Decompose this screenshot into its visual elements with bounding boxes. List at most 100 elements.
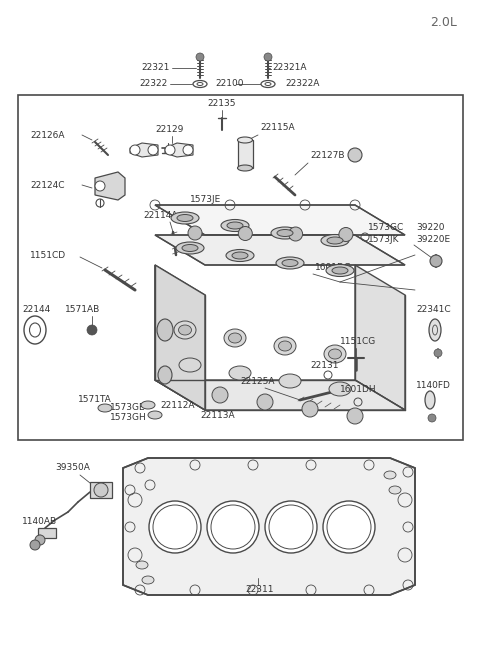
Text: 22321A: 22321A: [272, 64, 307, 73]
Polygon shape: [355, 265, 405, 410]
Text: 22341C: 22341C: [416, 305, 451, 314]
Ellipse shape: [328, 349, 341, 359]
Circle shape: [428, 414, 436, 422]
Text: 22113A: 22113A: [200, 411, 235, 419]
Circle shape: [257, 394, 273, 410]
Circle shape: [30, 540, 40, 550]
Circle shape: [35, 535, 45, 545]
Text: 22135: 22135: [208, 98, 236, 107]
Text: 1140FD: 1140FD: [416, 381, 451, 390]
Ellipse shape: [193, 81, 207, 88]
Ellipse shape: [176, 242, 204, 254]
Text: 22322: 22322: [140, 79, 168, 88]
Ellipse shape: [265, 501, 317, 553]
Circle shape: [188, 226, 202, 240]
Ellipse shape: [207, 501, 259, 553]
Text: 1601DG: 1601DG: [315, 263, 352, 272]
Ellipse shape: [327, 237, 343, 244]
Ellipse shape: [221, 219, 249, 231]
Text: 22131: 22131: [310, 360, 338, 369]
Ellipse shape: [149, 501, 201, 553]
Ellipse shape: [271, 227, 299, 239]
Ellipse shape: [174, 321, 196, 339]
Circle shape: [434, 349, 442, 357]
Circle shape: [95, 181, 105, 191]
Bar: [238, 140, 253, 168]
Text: 22127B: 22127B: [310, 151, 345, 160]
Text: 1573GH: 1573GH: [110, 413, 147, 422]
Polygon shape: [95, 172, 125, 200]
Ellipse shape: [429, 319, 441, 341]
Polygon shape: [123, 458, 415, 595]
Circle shape: [94, 483, 108, 497]
Text: 39220E: 39220E: [416, 236, 450, 244]
Ellipse shape: [227, 222, 243, 229]
Text: 22125A: 22125A: [240, 377, 275, 386]
Text: 22100: 22100: [215, 79, 243, 88]
Ellipse shape: [282, 259, 298, 267]
Ellipse shape: [238, 137, 252, 143]
Circle shape: [183, 145, 193, 155]
Text: 22114A: 22114A: [143, 210, 178, 219]
Ellipse shape: [141, 401, 155, 409]
Ellipse shape: [332, 267, 348, 274]
Ellipse shape: [261, 81, 275, 88]
Circle shape: [196, 53, 204, 61]
Circle shape: [165, 145, 175, 155]
Ellipse shape: [324, 345, 346, 363]
Polygon shape: [155, 265, 205, 410]
Ellipse shape: [384, 471, 396, 479]
Circle shape: [348, 148, 362, 162]
Ellipse shape: [276, 257, 304, 269]
Circle shape: [288, 227, 302, 241]
Text: 22112A: 22112A: [160, 400, 194, 409]
Ellipse shape: [326, 265, 354, 276]
Ellipse shape: [171, 212, 199, 224]
Bar: [90, 482, 112, 498]
Polygon shape: [155, 265, 205, 410]
Text: 22144: 22144: [22, 305, 50, 314]
Circle shape: [339, 227, 353, 242]
Circle shape: [87, 325, 97, 335]
Ellipse shape: [179, 358, 201, 372]
Ellipse shape: [329, 382, 351, 396]
Text: 1571AB: 1571AB: [65, 305, 100, 314]
Polygon shape: [155, 205, 405, 235]
Ellipse shape: [278, 341, 291, 351]
Ellipse shape: [177, 214, 193, 221]
Ellipse shape: [226, 250, 254, 261]
Ellipse shape: [425, 391, 435, 409]
Circle shape: [302, 401, 318, 417]
Ellipse shape: [228, 333, 241, 343]
Text: 1571TA: 1571TA: [78, 396, 112, 405]
Ellipse shape: [136, 561, 148, 569]
Circle shape: [347, 408, 363, 424]
Text: 1140AB: 1140AB: [22, 517, 57, 527]
Polygon shape: [155, 235, 405, 265]
Ellipse shape: [229, 366, 251, 380]
Text: 1151CD: 1151CD: [30, 250, 66, 259]
Ellipse shape: [274, 337, 296, 355]
Ellipse shape: [158, 366, 172, 384]
Ellipse shape: [323, 501, 375, 553]
Circle shape: [264, 53, 272, 61]
Text: 1573JE: 1573JE: [190, 195, 221, 204]
Text: 22126A: 22126A: [30, 130, 64, 140]
Ellipse shape: [179, 325, 192, 335]
Ellipse shape: [238, 165, 252, 171]
Text: 39350A: 39350A: [55, 464, 90, 472]
Ellipse shape: [157, 319, 173, 341]
Circle shape: [130, 145, 140, 155]
Bar: [18, 95, 463, 440]
Ellipse shape: [182, 244, 198, 252]
Ellipse shape: [279, 374, 301, 388]
Text: 39220: 39220: [416, 223, 444, 233]
Polygon shape: [155, 380, 405, 410]
Ellipse shape: [232, 252, 248, 259]
Text: 1151CG: 1151CG: [340, 337, 376, 346]
Polygon shape: [165, 143, 193, 157]
Text: 2.0L: 2.0L: [430, 16, 457, 29]
Text: 1573GE: 1573GE: [110, 403, 145, 413]
Text: 22311: 22311: [245, 586, 274, 595]
Polygon shape: [130, 143, 158, 157]
